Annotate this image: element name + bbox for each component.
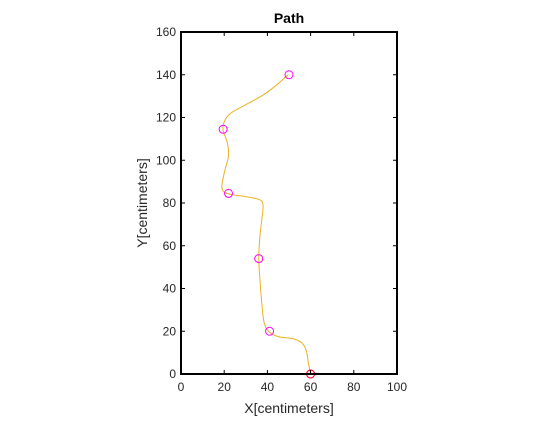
- x-tick-label: 20: [218, 380, 232, 394]
- y-tick-label: 0: [169, 367, 176, 381]
- x-tick-label: 100: [387, 380, 407, 394]
- path-line: [221, 74, 312, 375]
- y-tick-label: 60: [163, 239, 177, 253]
- y-tick-label: 140: [156, 68, 176, 82]
- waypoint-marker: [224, 188, 234, 198]
- x-axis-label: X[centimeters]: [244, 400, 333, 416]
- y-tick-label: 20: [163, 324, 177, 338]
- plot-area: [181, 32, 397, 374]
- x-tick-label: 0: [178, 380, 185, 394]
- y-tick-label: 160: [156, 25, 176, 39]
- waypoint-marker: [254, 254, 264, 264]
- x-tick-label: 40: [261, 380, 275, 394]
- y-tick-label: 120: [156, 111, 176, 125]
- y-tick-label: 40: [163, 282, 177, 296]
- y-tick-label: 100: [156, 153, 176, 167]
- waypoint-marker: [284, 70, 294, 80]
- x-tick-label: 80: [347, 380, 361, 394]
- waypoint-marker: [218, 124, 228, 134]
- y-tick-label: 80: [163, 196, 177, 210]
- chart-title: Path: [274, 10, 304, 26]
- plot-frame: [180, 31, 398, 375]
- x-tick-label: 60: [304, 380, 318, 394]
- y-axis-label: Y[centimeters]: [134, 158, 150, 247]
- tick-layer: 0 20 40 60 80 100 0 20 40 60 80 100 120 140 160: [156, 25, 407, 394]
- waypoint-marker: [265, 326, 275, 336]
